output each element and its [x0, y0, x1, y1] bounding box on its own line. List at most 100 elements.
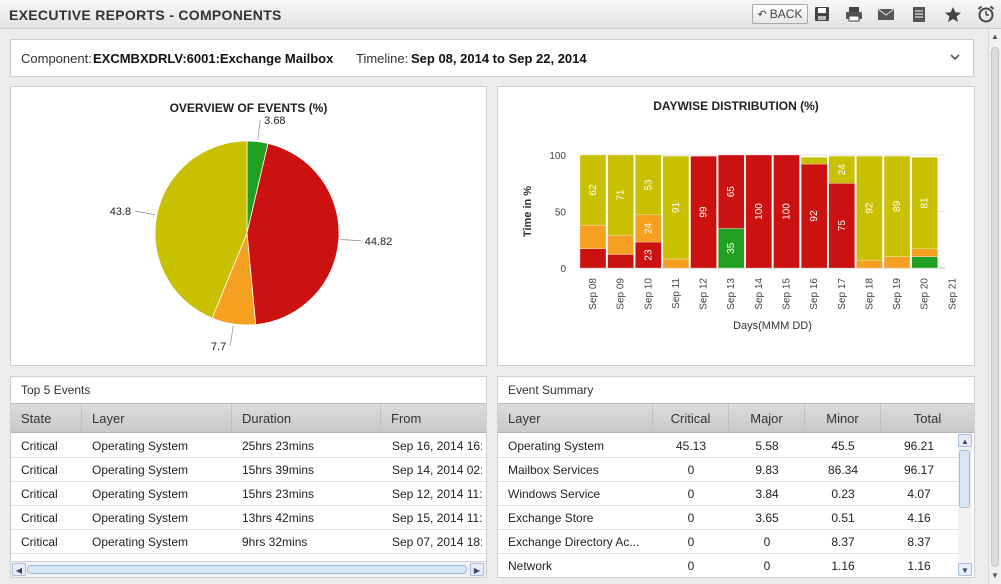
- save-icon[interactable]: [813, 4, 831, 24]
- table-row[interactable]: Mailbox Services 0 9.83 86.34 96.17: [498, 458, 958, 482]
- table-cell: Critical: [21, 487, 58, 501]
- print-icon[interactable]: [844, 4, 864, 24]
- bar-segment[interactable]: [635, 154, 662, 216]
- scrollbar-thumb[interactable]: [959, 450, 970, 508]
- column-header-layer[interactable]: Layer: [498, 404, 653, 433]
- column-header-major[interactable]: Major: [729, 404, 805, 433]
- star-icon[interactable]: [943, 4, 963, 24]
- table-row[interactable]: Critical Operating System 15hrs 23mins Sep …: [11, 482, 486, 506]
- scroll-down-icon[interactable]: ▼: [958, 563, 972, 576]
- bar-segment[interactable]: [690, 155, 717, 269]
- bar-segment[interactable]: [635, 214, 662, 243]
- x-tick-label: Sep 15: [781, 278, 792, 310]
- table-row[interactable]: Exchange Directory Ac... 0 0 8.37 8.37: [498, 530, 958, 554]
- bar-data-label: 81: [920, 197, 931, 209]
- pie-slice[interactable]: [154, 140, 248, 319]
- component-value: EXCMBXDRLV:6001:Exchange Mailbox: [93, 51, 334, 66]
- x-tick-label: Sep 21: [947, 278, 958, 310]
- table-cell: 0: [687, 535, 695, 549]
- table-cell: Exchange Directory Ac...: [508, 535, 640, 549]
- table-cell: Critical: [21, 463, 58, 477]
- bar-segment[interactable]: [662, 258, 690, 269]
- summary-vertical-scrollbar[interactable]: ▲ ▼: [958, 434, 972, 576]
- column-header-total[interactable]: Total: [913, 411, 942, 426]
- table-cell: Operating System: [92, 535, 189, 549]
- column-header-from[interactable]: From: [391, 411, 422, 426]
- table-row[interactable]: Operating System 45.13 5.58 45.5 96.21: [498, 434, 958, 458]
- bar-data-label: 89: [892, 200, 903, 212]
- table-cell: 0: [687, 559, 695, 573]
- table-row[interactable]: Critical Operating System 15hrs 39mins Sep …: [11, 458, 486, 482]
- scrollbar-thumb[interactable]: [27, 565, 467, 574]
- event-summary-title: Event Summary: [508, 383, 594, 397]
- table-cell: 86.34: [827, 463, 859, 477]
- bar-segment[interactable]: [911, 256, 938, 269]
- bar-segment[interactable]: [662, 155, 690, 260]
- bar-segment[interactable]: [800, 157, 828, 165]
- scroll-up-icon[interactable]: ▲: [991, 32, 999, 41]
- table-row[interactable]: Critical Operating System 13hrs 42mins Sep …: [11, 506, 486, 530]
- horizontal-scrollbar[interactable]: ◀ ▶: [11, 561, 486, 577]
- table-row[interactable]: Critical Operating System 25hrs 23mins Sep …: [11, 434, 486, 458]
- table-row[interactable]: Network 0 0 1.16 1.16: [498, 554, 958, 577]
- table-cell: Operating System: [92, 511, 189, 525]
- alarm-clock-icon[interactable]: [975, 4, 997, 24]
- bar-segment[interactable]: [856, 155, 883, 261]
- scroll-down-icon[interactable]: ▼: [991, 571, 999, 580]
- bar-data-label: 100: [754, 203, 765, 220]
- bar-segment[interactable]: [579, 248, 607, 269]
- x-tick-label: Sep 16: [809, 278, 820, 310]
- bar-segment[interactable]: [883, 256, 911, 269]
- bar-segment[interactable]: [828, 183, 855, 269]
- bar-segment[interactable]: [607, 254, 634, 269]
- table-row[interactable]: Windows Service 0 3.84 0.23 4.07: [498, 482, 958, 506]
- table-row[interactable]: Exchange Store 0 3.65 0.51 4.16: [498, 506, 958, 530]
- bar-segment[interactable]: [579, 154, 607, 226]
- x-axis-label: Days(MMM DD): [733, 320, 812, 332]
- bar-segment[interactable]: [773, 154, 800, 269]
- table-row[interactable]: Critical Operating System 9hrs 32mins Sep 0…: [11, 530, 486, 554]
- pie-slice[interactable]: [246, 142, 340, 326]
- scrollbar-thumb[interactable]: [991, 47, 999, 567]
- column-header-critical[interactable]: Critical: [653, 404, 729, 433]
- bar-segment[interactable]: [883, 155, 911, 257]
- table-cell: 45.5: [831, 439, 855, 453]
- table-cell: Critical: [21, 535, 58, 549]
- back-arrow-icon: ↶: [757, 8, 767, 21]
- bar-data-label: 53: [643, 179, 654, 191]
- daywise-distribution-panel: DAYWISE DISTRIBUTION (%) 0 50 100 Time in %…: [497, 86, 975, 366]
- bar-segment[interactable]: [635, 241, 662, 269]
- chevron-down-icon[interactable]: [949, 51, 961, 66]
- scroll-up-icon[interactable]: ▲: [958, 434, 972, 447]
- bar-segment[interactable]: [911, 157, 938, 249]
- bar-segment[interactable]: [828, 155, 855, 184]
- bar-segment[interactable]: [579, 224, 607, 249]
- document-icon[interactable]: [910, 4, 928, 24]
- table-cell: Sep 07, 2014 18:4: [392, 535, 482, 549]
- pie-data-label: 43.8: [110, 206, 131, 218]
- column-header-layer[interactable]: Layer: [82, 404, 232, 433]
- bar-segment[interactable]: [745, 154, 772, 269]
- scroll-right-icon[interactable]: ▶: [470, 563, 484, 576]
- page-vertical-scrollbar[interactable]: ▲ ▼: [988, 29, 1001, 584]
- column-header-minor[interactable]: Minor: [805, 404, 881, 433]
- table-cell: 0: [763, 559, 771, 573]
- bar-segment[interactable]: [607, 235, 634, 255]
- bar-segment[interactable]: [718, 154, 745, 229]
- bar-data-label: 91: [671, 202, 682, 214]
- table-cell: Operating System: [92, 439, 189, 453]
- bar-segment[interactable]: [607, 154, 634, 236]
- bar-segment[interactable]: [856, 259, 883, 269]
- x-tick-label: Sep 10: [643, 278, 654, 310]
- bar-segment[interactable]: [911, 248, 938, 257]
- scroll-left-icon[interactable]: ◀: [12, 563, 26, 576]
- back-button[interactable]: ↶ BACK: [752, 4, 808, 24]
- bar-segment[interactable]: [718, 228, 745, 269]
- table-cell: 13hrs 42mins: [242, 511, 315, 525]
- table-cell: 1.16: [907, 559, 931, 573]
- column-header-state[interactable]: State: [11, 404, 82, 433]
- column-header-duration[interactable]: Duration: [232, 404, 381, 433]
- mail-icon[interactable]: [876, 4, 896, 24]
- y-tick-label: 100: [549, 151, 566, 162]
- bar-chart: 0 50 100 Time in % Days(MMM DD) 62 Sep 08 71 Sep…: [522, 151, 958, 332]
